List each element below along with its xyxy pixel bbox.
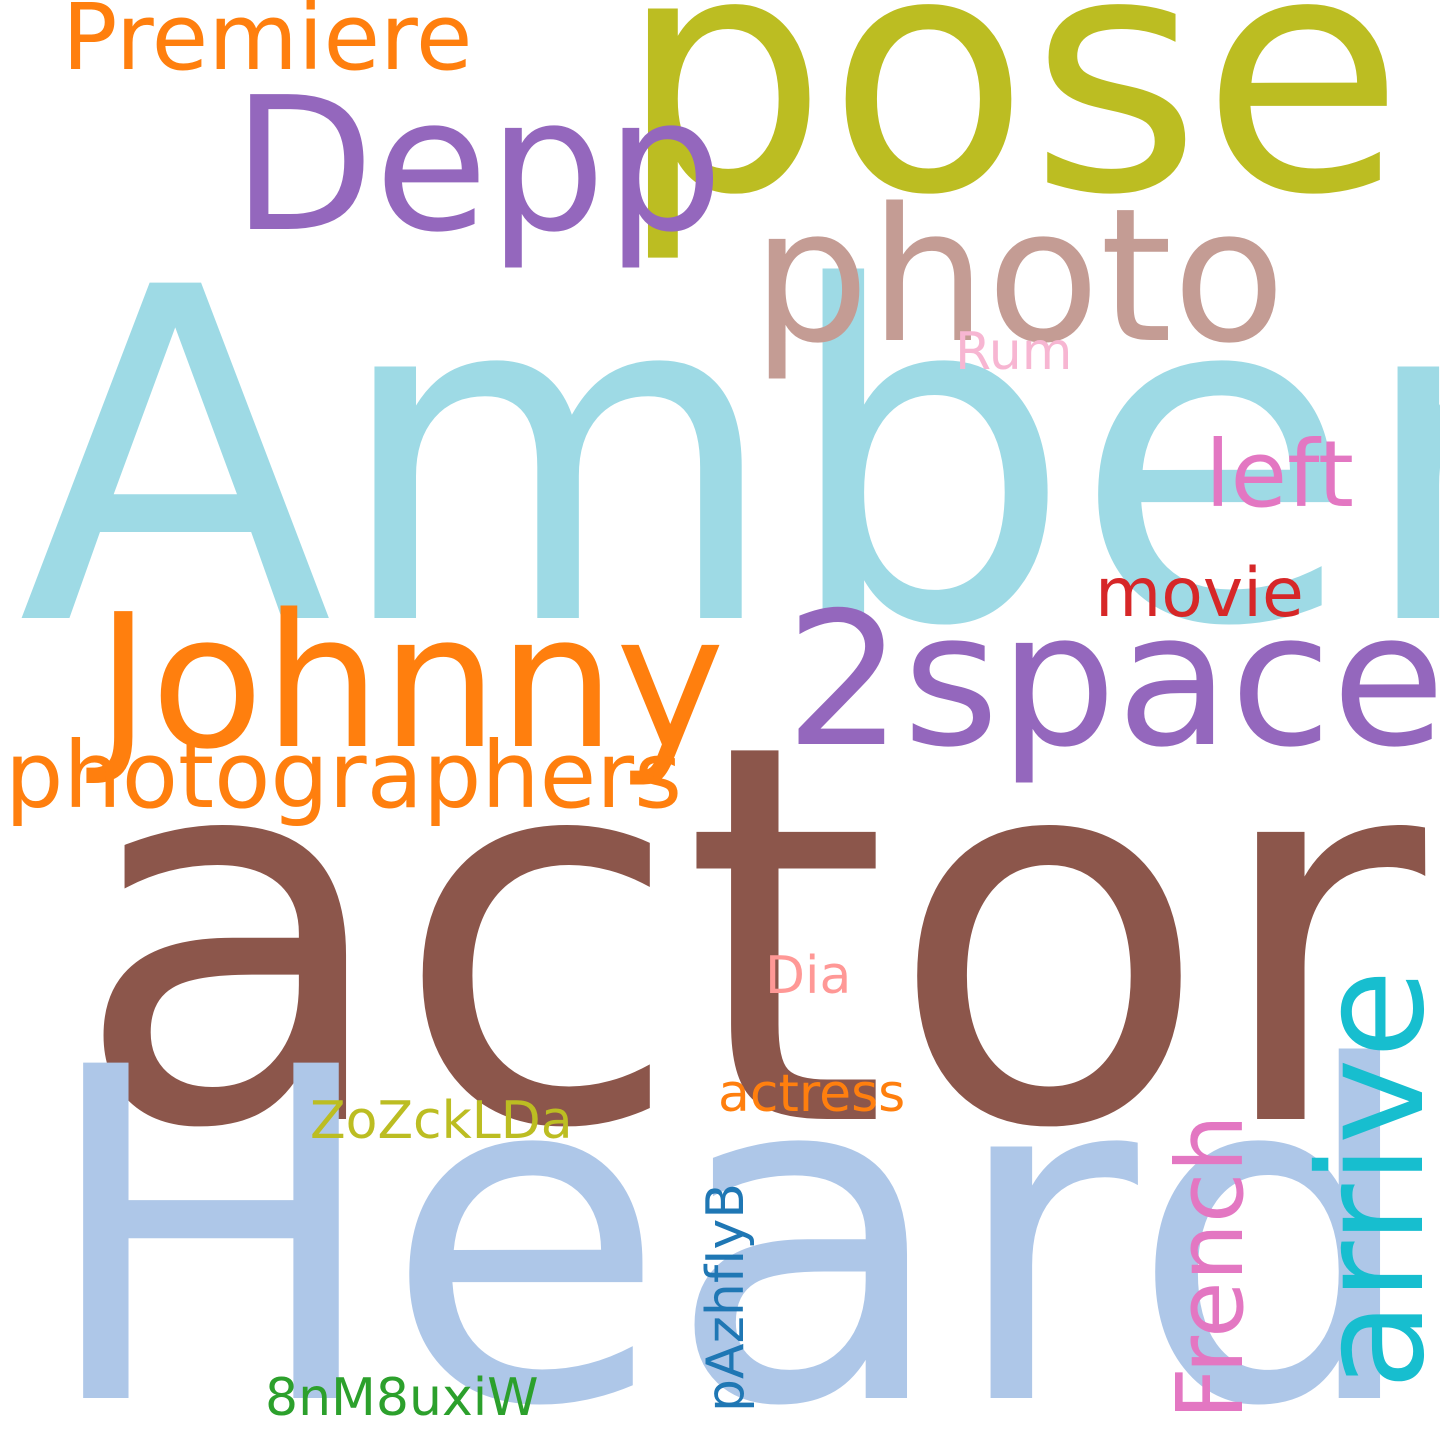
word-amber: Amber xyxy=(18,192,1440,727)
word-depp: Depp xyxy=(232,57,724,273)
word-actor: actor xyxy=(72,632,1426,1243)
word-pazhflyb: pAzhfIyB xyxy=(696,1183,756,1412)
word-zozckldа: ZoZckLDa xyxy=(310,1091,573,1151)
word-actress: actress xyxy=(718,1064,906,1124)
word-french: French xyxy=(1157,1114,1264,1420)
word-arrive: arrive xyxy=(1288,969,1440,1390)
word-premiere: Premiere xyxy=(62,0,473,91)
word-photo: photo xyxy=(752,168,1286,384)
word-photographers: photographers xyxy=(5,722,683,829)
word-movie: movie xyxy=(1095,554,1304,633)
word-pose: pose xyxy=(618,0,1405,267)
word-2space: 2space xyxy=(785,572,1440,788)
word-heard: Heard xyxy=(38,972,1422,1440)
word-rum: Rum xyxy=(955,322,1073,382)
word-dia: Dia xyxy=(765,946,852,1006)
word-left: left xyxy=(1205,421,1355,528)
word-johnny: Johnny xyxy=(96,574,725,790)
word-8nm8uxiw: 8nM8uxiW xyxy=(265,1368,539,1428)
